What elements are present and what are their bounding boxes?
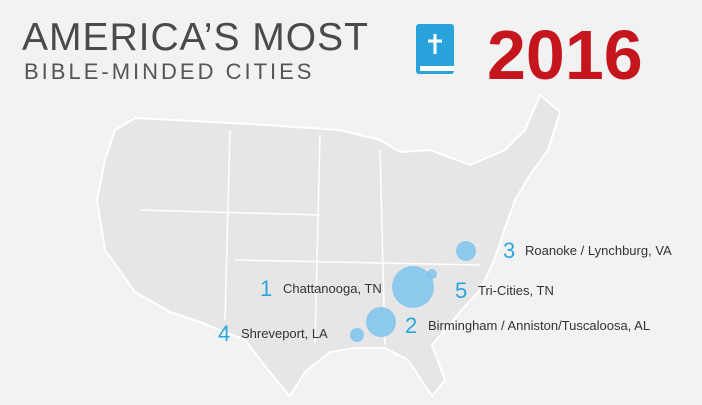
us-map <box>95 93 562 398</box>
title: AMERICA’S MOST <box>22 16 369 59</box>
city-bubble <box>350 328 364 342</box>
city-bubble <box>366 307 396 337</box>
city-bubble <box>427 269 437 279</box>
city-name: Tri-Cities, TN <box>478 283 554 298</box>
city-bubble <box>456 241 476 261</box>
city-name: Roanoke / Lynchburg, VA <box>525 243 672 258</box>
rank: 1 <box>260 276 272 301</box>
rank: 2 <box>405 313 417 338</box>
rank: 4 <box>218 321 230 346</box>
subtitle: BIBLE-MINDED CITIES <box>24 59 314 84</box>
city-name: Birmingham / Anniston/Tuscaloosa, AL <box>428 318 650 333</box>
bible-icon <box>416 24 454 74</box>
rank: 5 <box>455 278 467 303</box>
rank: 3 <box>503 238 515 263</box>
city-name: Shreveport, LA <box>241 326 328 341</box>
year: 2016 <box>487 16 643 94</box>
city-name: Chattanooga, TN <box>283 281 382 296</box>
city-bubble <box>392 266 434 308</box>
